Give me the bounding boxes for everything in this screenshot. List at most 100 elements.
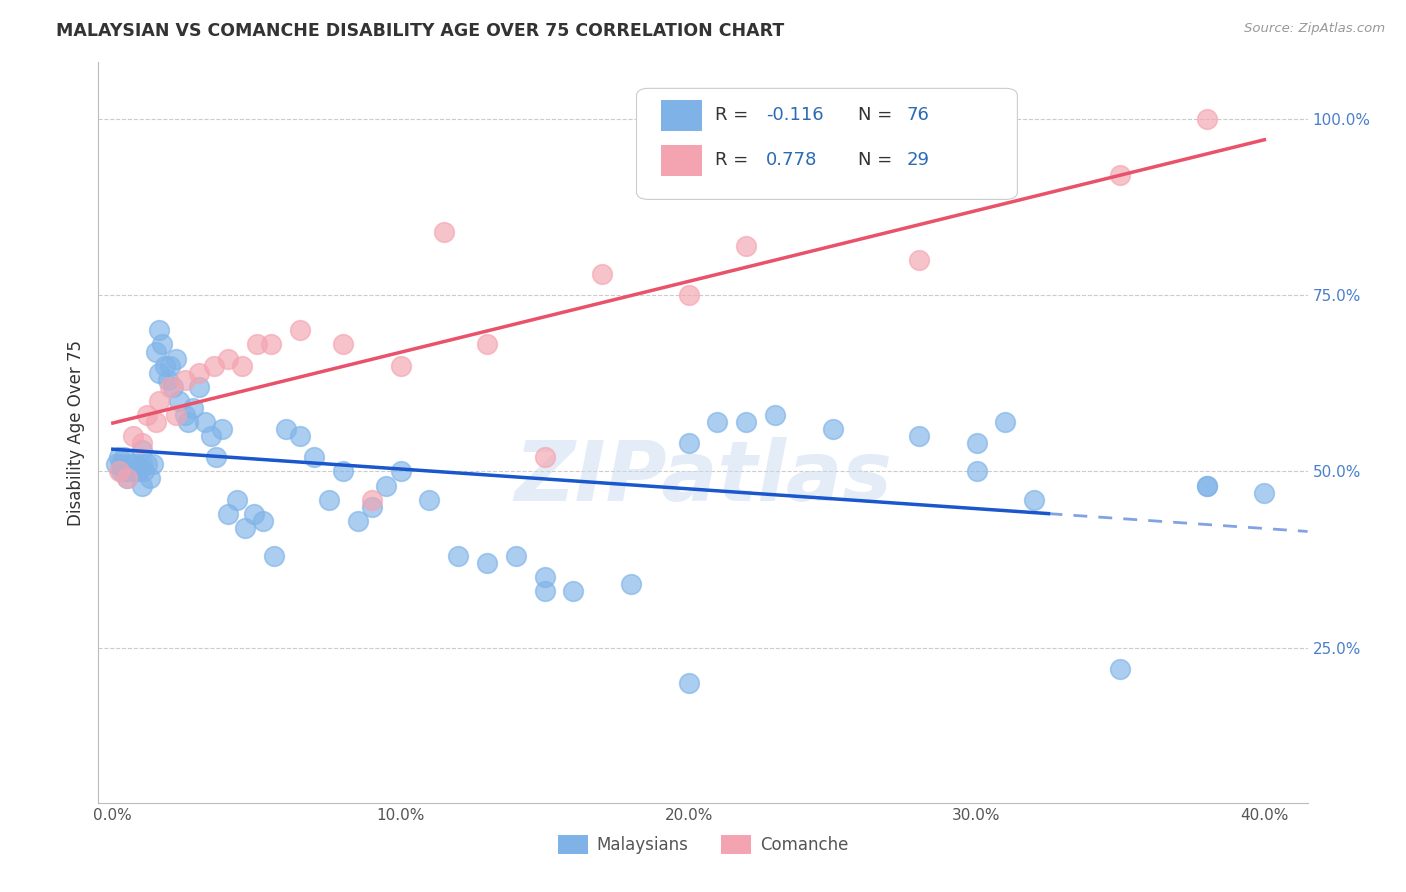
- Point: [263, 549, 285, 563]
- Point: [1195, 478, 1218, 492]
- Point: [533, 570, 555, 584]
- Point: [433, 225, 456, 239]
- Point: [361, 500, 384, 514]
- Point: [994, 415, 1017, 429]
- Point: [125, 464, 148, 478]
- Point: [678, 436, 700, 450]
- Bar: [661, 145, 702, 176]
- Text: ZIPatlas: ZIPatlas: [515, 436, 891, 517]
- Point: [231, 359, 253, 373]
- Point: [104, 458, 127, 472]
- Point: [150, 337, 173, 351]
- Point: [122, 464, 145, 478]
- Point: [142, 458, 165, 472]
- Point: [115, 471, 138, 485]
- Text: R =: R =: [716, 151, 754, 169]
- Point: [136, 458, 159, 472]
- Text: -0.116: -0.116: [766, 106, 824, 124]
- Point: [966, 436, 988, 450]
- Point: [148, 393, 170, 408]
- Point: [735, 239, 758, 253]
- Point: [246, 337, 269, 351]
- Point: [318, 492, 340, 507]
- Point: [125, 458, 148, 472]
- Point: [562, 584, 585, 599]
- Point: [678, 676, 700, 690]
- Point: [418, 492, 440, 507]
- Text: 0.778: 0.778: [766, 151, 817, 169]
- Point: [159, 380, 181, 394]
- Point: [173, 373, 195, 387]
- Point: [128, 464, 150, 478]
- Point: [200, 429, 222, 443]
- Point: [908, 252, 931, 267]
- Point: [112, 464, 135, 478]
- Point: [188, 366, 211, 380]
- Point: [156, 373, 179, 387]
- Point: [332, 337, 354, 351]
- Point: [153, 359, 176, 373]
- Point: [159, 359, 181, 373]
- Point: [389, 464, 412, 478]
- Point: [591, 267, 613, 281]
- Point: [148, 366, 170, 380]
- Y-axis label: Disability Age Over 75: Disability Age Over 75: [66, 340, 84, 525]
- Point: [211, 422, 233, 436]
- Point: [389, 359, 412, 373]
- Text: N =: N =: [858, 106, 898, 124]
- Point: [1253, 485, 1275, 500]
- Point: [966, 464, 988, 478]
- Point: [274, 422, 297, 436]
- Legend: Malaysians, Comanche: Malaysians, Comanche: [551, 829, 855, 861]
- Point: [475, 556, 498, 570]
- Point: [134, 464, 156, 478]
- Point: [115, 464, 138, 478]
- Point: [167, 393, 190, 408]
- Point: [122, 429, 145, 443]
- Point: [131, 478, 153, 492]
- Point: [205, 450, 228, 465]
- Text: 76: 76: [905, 106, 929, 124]
- Point: [148, 323, 170, 337]
- Point: [107, 450, 129, 465]
- FancyBboxPatch shape: [637, 88, 1018, 200]
- Point: [533, 584, 555, 599]
- Point: [1109, 168, 1132, 182]
- Point: [252, 514, 274, 528]
- Text: R =: R =: [716, 106, 754, 124]
- Point: [332, 464, 354, 478]
- Point: [131, 443, 153, 458]
- Point: [120, 458, 142, 472]
- Point: [260, 337, 283, 351]
- Point: [145, 344, 167, 359]
- Point: [162, 380, 184, 394]
- Point: [165, 408, 187, 422]
- Point: [243, 507, 266, 521]
- Point: [763, 408, 786, 422]
- Text: 29: 29: [905, 151, 929, 169]
- Point: [194, 415, 217, 429]
- Point: [346, 514, 368, 528]
- Point: [112, 450, 135, 465]
- Point: [183, 401, 205, 415]
- Point: [131, 436, 153, 450]
- Text: MALAYSIAN VS COMANCHE DISABILITY AGE OVER 75 CORRELATION CHART: MALAYSIAN VS COMANCHE DISABILITY AGE OVE…: [56, 22, 785, 40]
- Point: [110, 458, 132, 472]
- Point: [475, 337, 498, 351]
- Point: [233, 521, 256, 535]
- Text: N =: N =: [858, 151, 898, 169]
- Point: [288, 323, 311, 337]
- Point: [1195, 478, 1218, 492]
- Point: [533, 450, 555, 465]
- Point: [505, 549, 527, 563]
- Point: [1022, 492, 1045, 507]
- Point: [361, 492, 384, 507]
- Point: [225, 492, 247, 507]
- Point: [735, 415, 758, 429]
- Point: [165, 351, 187, 366]
- Point: [375, 478, 398, 492]
- Point: [304, 450, 326, 465]
- Point: [217, 351, 239, 366]
- Point: [115, 471, 138, 485]
- Point: [706, 415, 728, 429]
